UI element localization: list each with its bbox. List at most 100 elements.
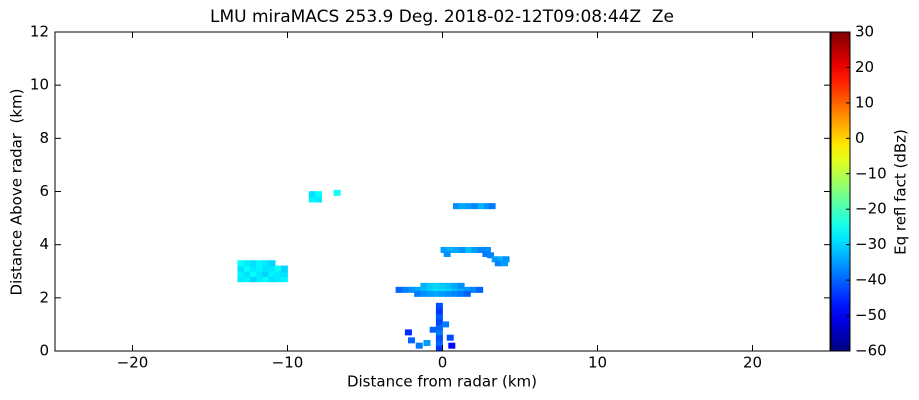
echo-cell [497, 256, 505, 263]
echo-cell [280, 265, 288, 272]
echo-cell [237, 276, 245, 283]
colorbar-tick-label: 20 [855, 58, 874, 76]
echo-cell [249, 265, 257, 272]
x-tick-label: 10 [588, 354, 607, 372]
echo-cell [415, 342, 423, 349]
echo-cell [494, 260, 502, 267]
echo-cell [476, 286, 484, 293]
echo-cell [274, 265, 282, 272]
echo-cell [256, 276, 264, 283]
echo-cell [477, 246, 485, 253]
echo-cell [432, 286, 440, 293]
echo-cell [471, 203, 479, 210]
echo-cell [262, 265, 270, 272]
echo-cell [243, 265, 251, 272]
echo-cell [470, 286, 477, 293]
echo-cell [237, 260, 245, 267]
echo-cell [445, 290, 453, 297]
echo-cell [435, 308, 443, 315]
colorbar-tick-label: −50 [855, 306, 887, 324]
echo-cell [395, 286, 403, 293]
echo-cell [435, 313, 443, 320]
echo-cell [243, 270, 251, 277]
x-tick-label: −20 [117, 354, 149, 372]
echo-cell [426, 286, 434, 293]
echo-cell [482, 250, 490, 257]
echo-cell [280, 270, 288, 277]
echo-cell [442, 321, 450, 328]
echo-cell [435, 329, 443, 336]
colorbar-tick-label: 30 [855, 23, 874, 41]
echo-cell [256, 260, 264, 267]
echo-cell [262, 260, 270, 267]
echo-cell [446, 246, 454, 253]
echo-cell [404, 329, 412, 336]
echo-cell [268, 276, 276, 283]
echo-cell [435, 302, 443, 309]
echo-cell [423, 340, 431, 347]
echo-cell [435, 324, 443, 331]
echo-cell [308, 196, 316, 203]
echo-cell [487, 252, 495, 259]
echo-cell [459, 203, 467, 210]
echo-cell [471, 246, 479, 253]
y-tick-label: 4 [39, 235, 49, 253]
echo-cell [446, 334, 454, 341]
echo-cell [426, 282, 434, 289]
chart-title: LMU miraMACS 253.9 Deg. 2018-02-12T09:08… [210, 7, 674, 27]
colorbar-tick-label: −30 [855, 235, 887, 253]
y-axis-label: Distance Above radar (km) [8, 89, 26, 296]
echo-cell [333, 189, 341, 196]
echo-cell [465, 203, 473, 210]
echo-cell [420, 286, 428, 293]
echo-cell [249, 276, 257, 283]
echo-cell [237, 265, 245, 272]
echo-cell [408, 337, 415, 344]
echo-cell [274, 270, 282, 277]
colorbar-tick-label: 0 [855, 129, 865, 147]
echo-cell [426, 290, 434, 297]
x-tick-label: 20 [743, 354, 762, 372]
colorbar [831, 32, 850, 351]
echo-cell [435, 318, 443, 325]
colorbar-tick-label: −20 [855, 200, 887, 218]
echo-cell [451, 282, 459, 289]
echo-cell [501, 260, 508, 267]
echo-cell [443, 250, 451, 257]
echo-cell [268, 260, 276, 267]
echo-cell [451, 290, 459, 297]
echo-cell [237, 270, 245, 277]
echo-cell [315, 196, 322, 203]
y-tick-label: 8 [39, 129, 49, 147]
echo-cell [488, 203, 496, 210]
echo-cell [435, 334, 443, 341]
echo-cell [439, 290, 446, 297]
echo-cell [483, 203, 491, 210]
echo-cell [280, 276, 288, 283]
echo-cell [401, 286, 409, 293]
echo-cell [268, 265, 276, 272]
echo-cell [414, 286, 422, 293]
echo-cell [243, 276, 251, 283]
echo-cell [256, 265, 264, 272]
echo-cell [452, 246, 460, 253]
echo-cell [308, 191, 316, 198]
x-axis-label: Distance from radar (km) [347, 373, 537, 391]
echo-cell [477, 203, 485, 210]
y-tick-label: 12 [30, 23, 49, 41]
colorbar-frame [830, 31, 851, 352]
echo-cell [439, 282, 446, 289]
echo-cell [463, 286, 471, 293]
echo-cell [463, 290, 471, 297]
colorbar-tick-label: −60 [855, 342, 887, 360]
echo-cell [435, 340, 443, 347]
colorbar-tick-label: −40 [855, 271, 887, 289]
colorbar-tick-label: 10 [855, 93, 874, 111]
echo-cell [440, 246, 448, 253]
echo-cell [457, 286, 465, 293]
y-tick-label: 6 [39, 182, 49, 200]
y-tick-label: 10 [30, 76, 49, 94]
echo-cell [483, 246, 491, 253]
echo-cell [414, 290, 422, 297]
echo-cell [420, 282, 428, 289]
